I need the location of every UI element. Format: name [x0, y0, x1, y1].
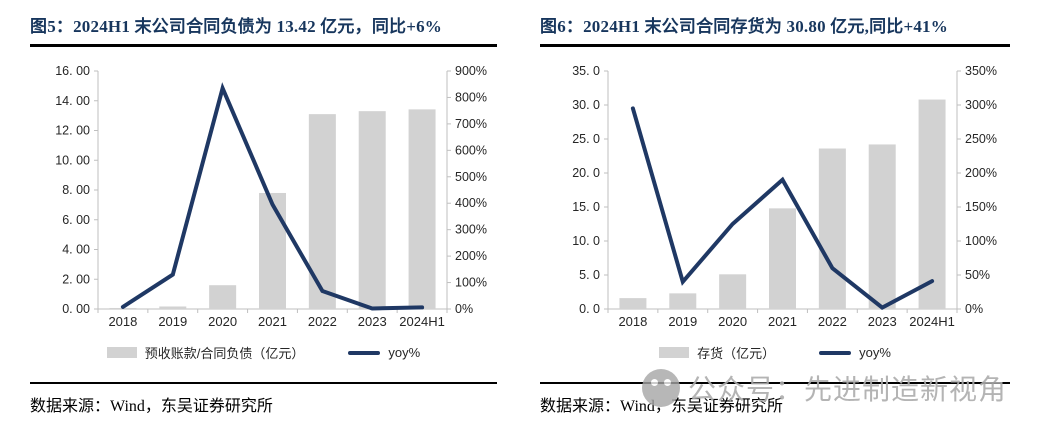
svg-text:2021: 2021: [768, 314, 797, 329]
svg-text:25. 0: 25. 0: [572, 132, 600, 146]
svg-text:10. 00: 10. 00: [55, 153, 90, 167]
figure6-title: 图6：2024H1 末公司合同存货为 30.80 亿元,同比+41%: [540, 10, 1010, 47]
figure6-legend: 存货（亿元） yoy%: [540, 343, 1010, 362]
figure6-chart-canvas: 35. 0 30. 0 25. 0 20. 0 15. 0 10. 0 5. 0 0. 0 35…: [572, 64, 997, 329]
svg-text:0%: 0%: [455, 302, 473, 316]
svg-text:2023: 2023: [358, 314, 387, 329]
svg-text:2018: 2018: [618, 314, 647, 329]
svg-text:700%: 700%: [455, 117, 487, 131]
svg-text:14. 00: 14. 00: [55, 94, 90, 108]
svg-text:500%: 500%: [455, 170, 487, 184]
svg-text:15. 0: 15. 0: [572, 200, 600, 214]
svg-text:2022: 2022: [818, 314, 847, 329]
figure5-chart-canvas: 16. 00 14. 00 12. 00 10. 00 8. 00 6. 00 4. 00 2…: [55, 64, 487, 329]
svg-text:350%: 350%: [965, 64, 997, 78]
line-swatch-icon: [348, 350, 381, 355]
svg-text:900%: 900%: [455, 64, 487, 78]
svg-text:12. 00: 12. 00: [55, 124, 90, 138]
svg-text:5. 0: 5. 0: [579, 268, 600, 282]
svg-text:400%: 400%: [455, 196, 487, 210]
bar-legend-label: 预收账款/合同负债（亿元）: [144, 346, 305, 361]
svg-text:2. 00: 2. 00: [62, 272, 90, 286]
svg-text:2020: 2020: [208, 314, 237, 329]
figure6-line-legend-item: yoy%: [819, 345, 891, 360]
svg-text:20. 0: 20. 0: [572, 166, 600, 180]
source-text: 数据来源：Wind，东吴证券研究所: [30, 398, 273, 415]
svg-text:2018: 2018: [108, 314, 137, 329]
svg-text:2019: 2019: [158, 314, 187, 329]
svg-text:200%: 200%: [455, 249, 487, 263]
figure5-panel: 图5：2024H1 末公司合同负债为 13.42 亿元，同比+6% 16. 00…: [30, 10, 497, 435]
svg-text:0. 00: 0. 00: [62, 302, 90, 316]
svg-text:8. 00: 8. 00: [62, 183, 90, 197]
svg-text:2019: 2019: [668, 314, 697, 329]
svg-text:200%: 200%: [965, 166, 997, 180]
svg-text:600%: 600%: [455, 143, 487, 157]
svg-text:300%: 300%: [455, 223, 487, 237]
svg-text:2023: 2023: [868, 314, 897, 329]
svg-text:300%: 300%: [965, 98, 997, 112]
svg-text:250%: 250%: [965, 132, 997, 146]
figure5-source: 数据来源：Wind，东吴证券研究所: [30, 382, 497, 416]
figure6-bar-legend-item: 存货（亿元）: [659, 343, 775, 362]
svg-text:4. 00: 4. 00: [62, 243, 90, 257]
figure6-source: 数据来源：Wind，东吴证券研究所: [540, 382, 1010, 416]
figure6-panel: 图6：2024H1 末公司合同存货为 30.80 亿元,同比+41% 35. 0…: [540, 10, 1010, 435]
svg-text:2020: 2020: [718, 314, 747, 329]
bar-swatch-icon: [106, 347, 137, 358]
line-legend-label: yoy%: [859, 345, 891, 360]
figure5-legend: 预收账款/合同负债（亿元） yoy%: [30, 343, 497, 362]
figure5-line-legend-item: yoy%: [348, 345, 420, 360]
figure5-bar-legend-item: 预收账款/合同负债（亿元）: [106, 343, 305, 362]
svg-text:800%: 800%: [455, 90, 487, 104]
source-text: 数据来源：Wind，东吴证券研究所: [540, 398, 783, 415]
figure5-title: 图5：2024H1 末公司合同负债为 13.42 亿元，同比+6%: [30, 10, 497, 47]
svg-text:2022: 2022: [308, 314, 337, 329]
bar-legend-label: 存货（亿元）: [697, 346, 776, 361]
svg-text:100%: 100%: [965, 234, 997, 248]
svg-text:2024H1: 2024H1: [909, 314, 955, 329]
svg-text:35. 0: 35. 0: [572, 64, 600, 78]
bar-swatch-icon: [659, 347, 690, 358]
svg-text:50%: 50%: [965, 268, 990, 282]
svg-text:6. 00: 6. 00: [62, 213, 90, 227]
svg-text:30. 0: 30. 0: [572, 98, 600, 112]
svg-text:2024H1: 2024H1: [399, 314, 445, 329]
svg-text:0%: 0%: [965, 302, 983, 316]
svg-text:150%: 150%: [965, 200, 997, 214]
line-legend-label: yoy%: [388, 345, 421, 360]
svg-text:16. 00: 16. 00: [55, 64, 90, 78]
svg-text:10. 0: 10. 0: [572, 234, 600, 248]
line-swatch-icon: [819, 350, 852, 355]
svg-text:0. 0: 0. 0: [579, 302, 600, 316]
svg-text:100%: 100%: [455, 276, 487, 290]
svg-text:2021: 2021: [258, 314, 287, 329]
